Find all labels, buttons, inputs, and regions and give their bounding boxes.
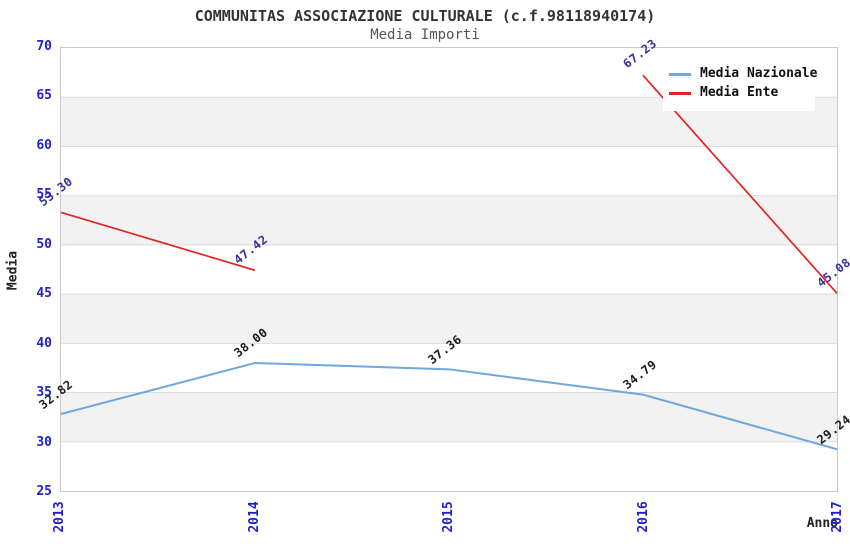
x-tick-label: 2014 xyxy=(246,501,262,533)
series-lines-svg xyxy=(60,74,838,451)
y-tick-label: 30 xyxy=(36,434,52,450)
y-tick-label: 50 xyxy=(36,236,52,252)
series-line-ente xyxy=(642,74,838,294)
x-tick-label: 2013 xyxy=(52,501,67,533)
y-tick-label: 40 xyxy=(36,335,52,351)
y-tick-label: 45 xyxy=(36,286,52,302)
legend-line-swatch-ente xyxy=(669,91,691,95)
x-axis-title: Anno xyxy=(806,516,838,531)
y-tick-label: 55 xyxy=(36,187,52,203)
x-tick-label: 2016 xyxy=(635,501,651,533)
x-tick-label: 2015 xyxy=(441,501,456,533)
grid-band xyxy=(61,392,837,442)
legend-line-swatch-nazionale xyxy=(669,72,691,76)
legend: Media Nazionale Media Ente xyxy=(663,56,817,111)
series-line-nazionale xyxy=(60,362,838,451)
y-tick-label: 60 xyxy=(36,137,52,153)
plot-area: 32.82 38.00 37.36 34.79 29.24 53.30 47.42 67.23… xyxy=(36,37,850,492)
y-tick-label: 70 xyxy=(36,39,52,54)
y-tick-label: 25 xyxy=(36,484,52,499)
legend-item-media-nazionale: Media Nazionale xyxy=(669,66,817,82)
chart-subtitle: Media Importi xyxy=(370,27,480,43)
chart-title: COMMUNITAS ASSOCIAZIONE CULTURALE (c.f.9… xyxy=(194,7,656,25)
legend-label: Media Nazionale xyxy=(700,66,818,81)
x-tick-label: 2017 xyxy=(830,501,845,533)
y-tick-label: 65 xyxy=(36,88,52,104)
y-tick-label: 35 xyxy=(36,385,52,401)
legend-item-media-ente: Media Ente xyxy=(669,85,811,101)
legend-label: Media Ente xyxy=(700,85,779,100)
grid-band xyxy=(61,195,837,245)
series-line-ente xyxy=(60,211,256,272)
grid-band xyxy=(61,294,837,344)
